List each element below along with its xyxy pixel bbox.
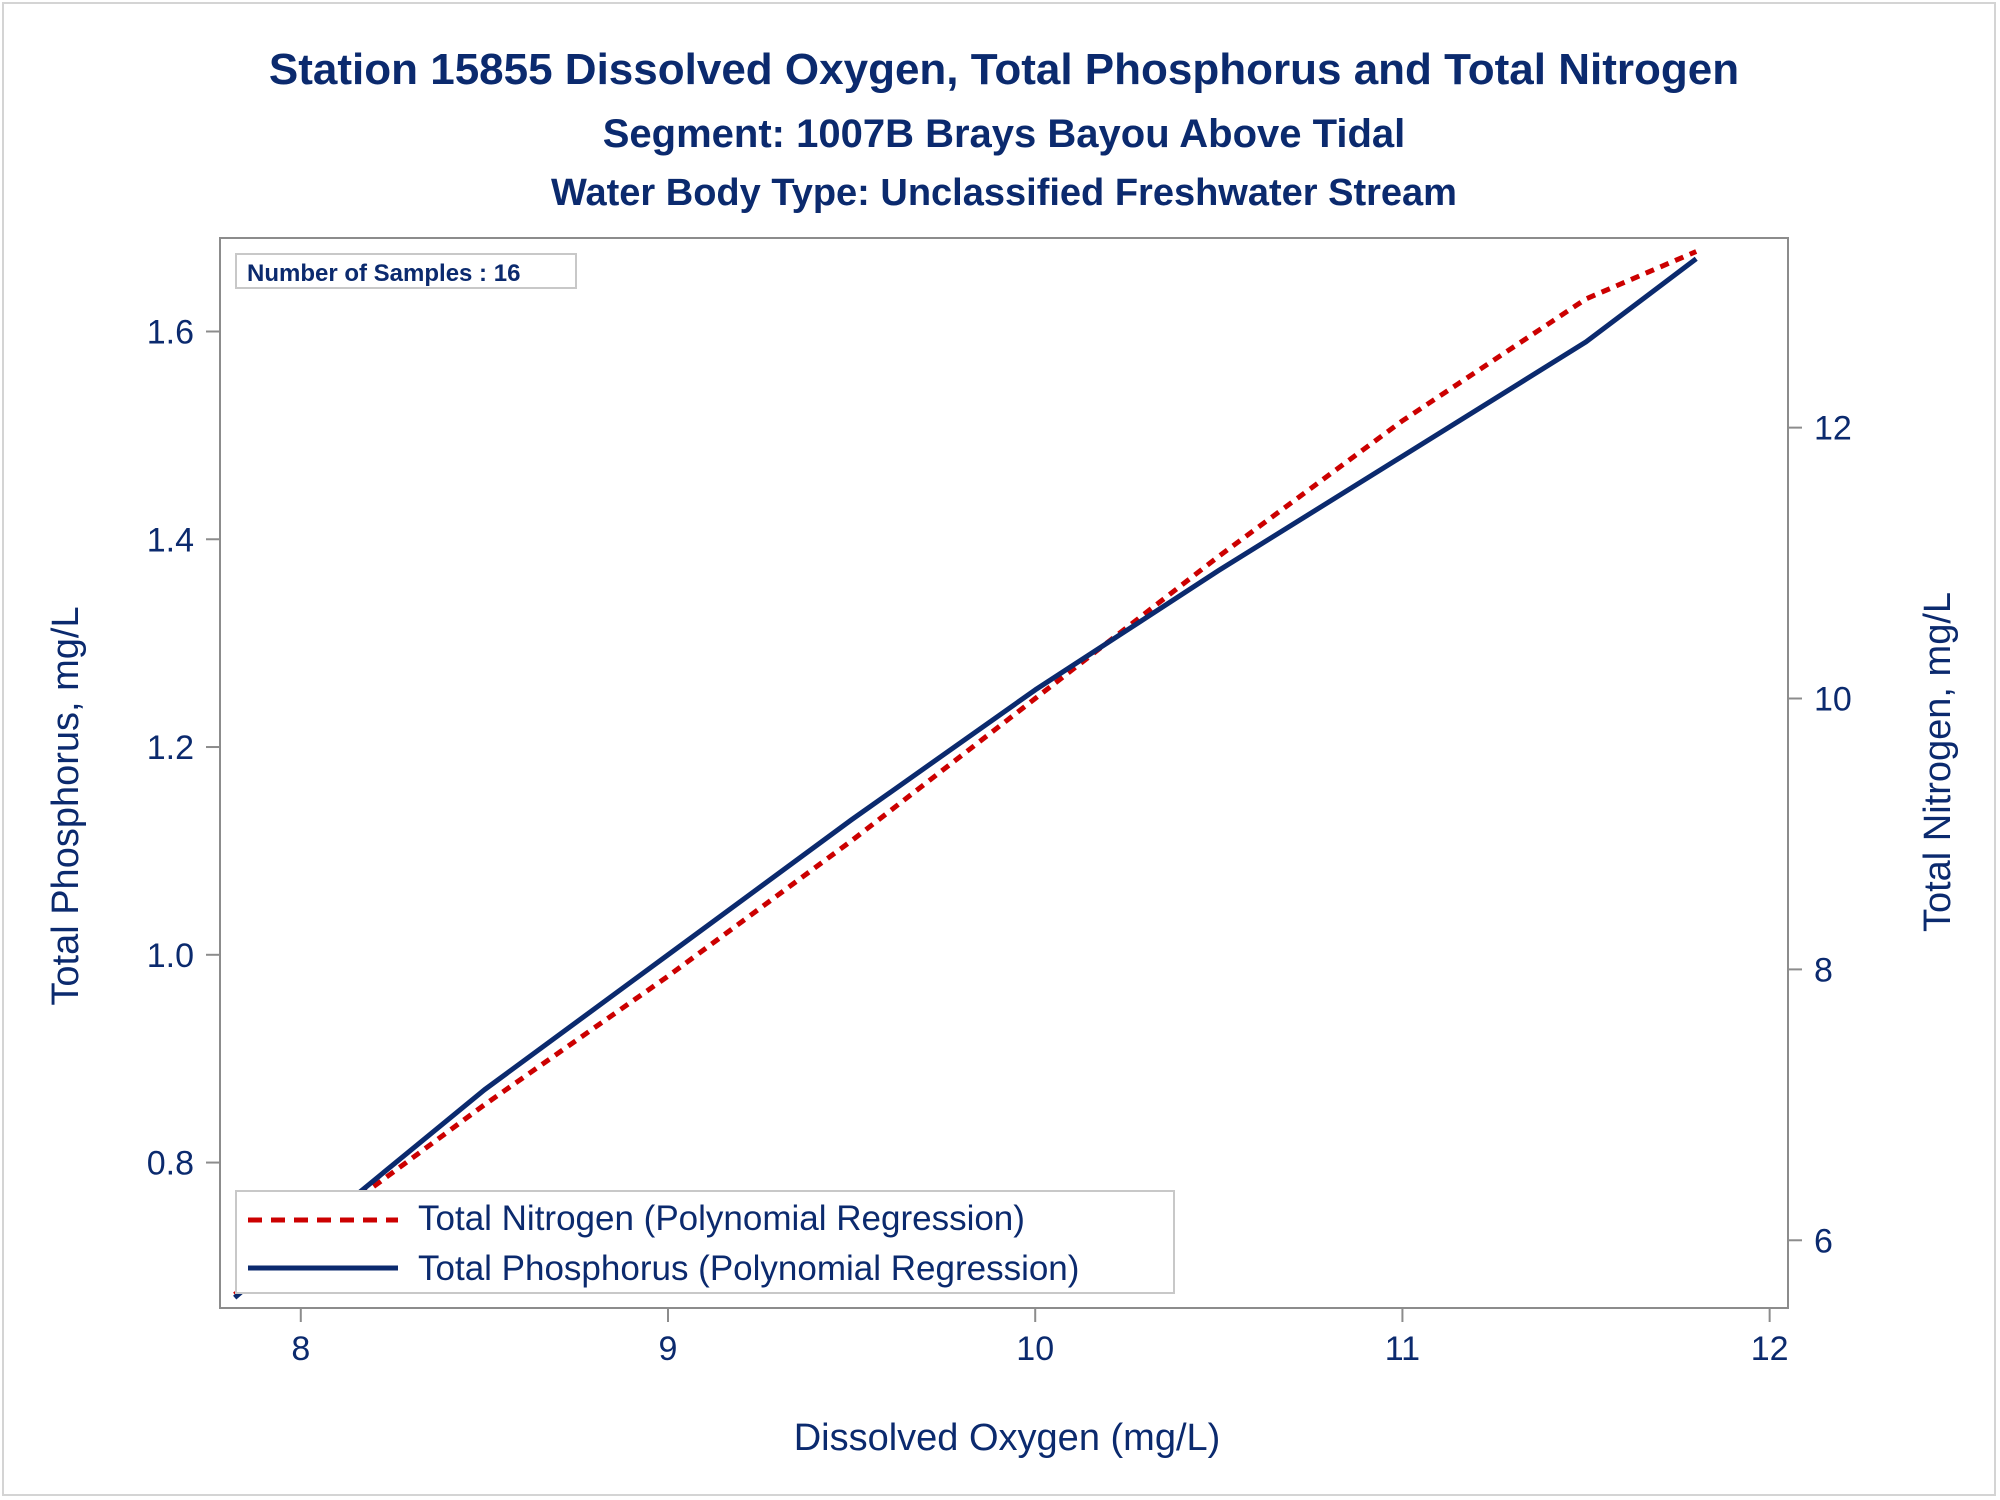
plot-area: [219, 237, 1789, 1309]
y2-tick-label-10: 10: [1814, 681, 1852, 719]
series-line-total-nitrogen: [233, 249, 1698, 1297]
legend-label-phosphorus: Total Phosphorus (Polynomial Regression): [418, 1249, 1079, 1288]
legend-label-nitrogen: Total Nitrogen (Polynomial Regression): [418, 1199, 1025, 1238]
y-axis-left-label: Total Phosphorus, mg/L: [45, 606, 87, 1005]
series-layer: [233, 249, 1698, 1300]
chart-subtitle-2: Water Body Type: Unclassified Freshwater…: [551, 172, 1457, 214]
samples-annotation: Number of Samples : 16: [235, 253, 577, 289]
y-tick-label-1.4: 1.4: [147, 521, 194, 559]
y2-tick-label-12: 12: [1814, 410, 1852, 448]
samples-annotation-text: Number of Samples : 16: [247, 260, 520, 287]
y2-tick-label-8: 8: [1814, 951, 1833, 989]
x-tick-label-8: 8: [291, 1330, 310, 1368]
y-tick-label-1.0: 1.0: [147, 937, 194, 975]
series-line-total-phosphorus: [233, 256, 1698, 1300]
y-axis-right: 6 8 10 12: [1788, 410, 1852, 1260]
legend: Total Nitrogen (Polynomial Regression) T…: [235, 1190, 1175, 1294]
chart-title: Station 15855 Dissolved Oxygen, Total Ph…: [269, 45, 1739, 94]
x-tick-label-9: 9: [659, 1330, 678, 1368]
y2-tick-label-6: 6: [1814, 1222, 1833, 1260]
legend-box: [235, 1190, 1175, 1294]
y-tick-label-1.6: 1.6: [147, 313, 194, 351]
y-axis-left: 0.8 1.0 1.2 1.4 1.6: [147, 313, 220, 1183]
y-axis-right-label: Total Nitrogen, mg/L: [1917, 592, 1959, 932]
y-tick-label-1.2: 1.2: [147, 729, 194, 767]
x-tick-label-10: 10: [1016, 1330, 1054, 1368]
chart-subtitle: Segment: 1007B Brays Bayou Above Tidal: [603, 112, 1406, 156]
samples-annotation-box: [235, 253, 577, 289]
x-tick-label-11: 11: [1385, 1330, 1420, 1368]
y-tick-label-0.8: 0.8: [147, 1145, 194, 1183]
x-axis: 8 9 10 11 12: [291, 1308, 1789, 1368]
x-axis-label: Dissolved Oxygen (mg/L): [794, 1417, 1221, 1459]
x-tick-label-12: 12: [1751, 1330, 1789, 1368]
